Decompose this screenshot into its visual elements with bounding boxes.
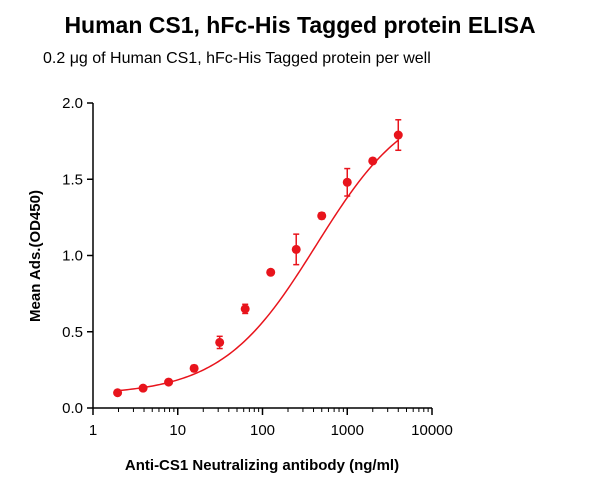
y-tick-label: 1.5 [62,171,83,188]
y-axis-label: Mean Ads.(OD450) [27,190,44,322]
data-point [317,211,327,221]
axes: 0.0 0.5 1.0 1.5 2.0 1 10 100 1000 10000 [62,95,453,439]
data-point [393,130,403,140]
data-point [368,156,378,166]
x-tick-label: 100 [250,422,275,439]
data-point [291,244,301,254]
x-tick-label: 1000 [331,422,364,439]
x-tick-label: 10000 [411,422,453,439]
data-point [240,304,250,314]
x-axis-label: Anti-CS1 Neutralizing antibody (ng/ml) [125,457,399,474]
fit-curve [117,139,399,392]
y-tick-label: 1.0 [62,248,83,265]
x-tick-label: 10 [169,422,186,439]
data-points-layer [113,119,403,398]
data-point [189,363,199,373]
data-point [113,388,123,398]
chart-subtitle: 0.2 μg of Human CS1, hFc-His Tagged prot… [43,50,431,67]
data-point [138,383,148,393]
data-point [342,177,352,187]
chart-title: Human CS1, hFc-His Tagged protein ELISA [64,12,536,38]
data-point [215,337,225,347]
data-point [164,377,174,387]
x-tick-label: 1 [89,422,97,439]
y-tick-label: 0.5 [62,324,83,341]
y-tick-label: 2.0 [62,95,83,112]
data-point [266,267,276,277]
y-tick-label: 0.0 [62,400,83,417]
fit-curve-layer [117,139,399,392]
